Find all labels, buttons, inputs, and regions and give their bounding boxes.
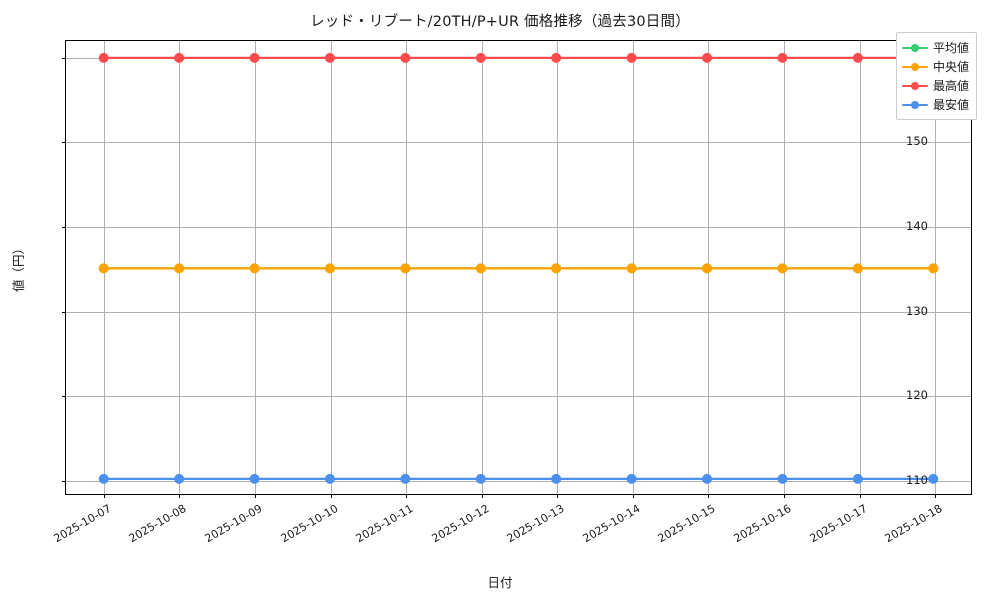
data-point-marker: [626, 263, 637, 274]
legend-item-中央値[interactable]: 中央値: [902, 57, 969, 76]
x-gridline: [481, 41, 483, 494]
x-tick-mark: [557, 494, 559, 498]
legend-swatch-icon: [902, 41, 928, 55]
y-tick-label: 150: [906, 134, 928, 149]
x-tick-label: 2025-10-16: [731, 502, 794, 546]
legend-swatch-icon: [902, 60, 928, 74]
x-tick-mark: [254, 494, 256, 498]
legend-label: 最安値: [933, 98, 970, 112]
data-point-marker: [852, 263, 863, 274]
y-tick-mark: [62, 142, 66, 144]
series-最安値: [98, 473, 939, 484]
data-point-marker: [702, 263, 713, 274]
x-tick-mark: [179, 494, 181, 498]
y-tick-mark: [62, 57, 66, 59]
y-tick-mark: [62, 227, 66, 229]
legend-label: 平均値: [933, 41, 970, 55]
x-tick-label: 2025-10-10: [278, 502, 341, 546]
x-tick-label: 2025-10-09: [202, 502, 265, 546]
x-tick-label: 2025-10-12: [429, 502, 492, 546]
x-gridline: [330, 41, 332, 494]
data-point-marker: [626, 263, 637, 274]
plot-area: [62, 40, 972, 498]
y-tick-label: 130: [906, 303, 928, 318]
y-tick-mark: [62, 311, 66, 313]
data-point-marker: [702, 473, 713, 484]
y-tick-mark: [62, 480, 66, 482]
legend-item-平均値[interactable]: 平均値: [902, 38, 969, 57]
data-point-marker: [852, 263, 863, 274]
legend-swatch-icon: [902, 98, 928, 112]
data-point-marker: [928, 473, 939, 484]
data-point-marker: [626, 473, 637, 484]
x-gridline: [708, 41, 710, 494]
data-point-marker: [702, 263, 713, 274]
y-gridline: [66, 227, 971, 229]
x-tick-mark: [406, 494, 408, 498]
y-gridline: [66, 311, 971, 313]
y-tick-mark: [62, 396, 66, 398]
x-tick-mark: [935, 494, 937, 498]
x-tick-label: 2025-10-08: [127, 502, 189, 546]
y-gridline: [66, 57, 971, 59]
data-point-marker: [551, 473, 562, 484]
chart-legend: 平均値中央値最高値最安値: [896, 32, 978, 120]
legend-item-最安値[interactable]: 最安値: [902, 95, 969, 114]
y-gridline: [66, 396, 971, 398]
series-中央値: [98, 263, 939, 274]
x-tick-label: 2025-10-07: [51, 502, 114, 546]
x-tick-mark: [708, 494, 710, 498]
x-tick-label: 2025-10-13: [504, 502, 567, 546]
x-gridline: [632, 41, 634, 494]
x-tick-mark: [330, 494, 332, 498]
x-gridline: [406, 41, 408, 494]
x-tick-mark: [784, 494, 786, 498]
x-tick-mark: [103, 494, 105, 498]
y-axis-label: 値（円）: [11, 241, 26, 293]
x-gridline: [784, 41, 786, 494]
x-tick-label: 2025-10-18: [882, 502, 945, 546]
legend-swatch-icon: [902, 79, 928, 93]
data-point-marker: [551, 263, 562, 274]
chart-title: レッド・リブート/20TH/P+UR 価格推移（過去30日間）: [310, 14, 690, 30]
x-gridline: [254, 41, 256, 494]
x-gridline: [179, 41, 181, 494]
y-tick-label: 140: [906, 219, 928, 234]
series-overlay: [98, 52, 939, 484]
legend-item-最高値[interactable]: 最高値: [902, 76, 969, 95]
x-tick-label: 2025-10-14: [580, 502, 643, 546]
data-point-marker: [777, 263, 788, 274]
data-point-marker: [551, 263, 562, 274]
x-tick-label: 2025-10-17: [807, 502, 870, 546]
data-point-marker: [928, 263, 939, 274]
data-point-marker: [852, 473, 863, 484]
legend-label: 中央値: [933, 60, 970, 74]
x-gridline: [859, 41, 861, 494]
x-gridline: [103, 41, 105, 494]
y-tick-label: 120: [906, 388, 928, 403]
data-point-marker: [777, 473, 788, 484]
x-gridline: [557, 41, 559, 494]
x-tick-mark: [859, 494, 861, 498]
data-point-marker: [777, 263, 788, 274]
x-tick-mark: [481, 494, 483, 498]
series-平均値: [98, 263, 939, 274]
y-gridline: [66, 480, 971, 482]
y-tick-label: 110: [906, 472, 928, 487]
legend-label: 最高値: [933, 79, 970, 93]
x-tick-label: 2025-10-15: [656, 502, 718, 546]
x-tick-label: 2025-10-11: [353, 502, 416, 546]
x-axis-label: 日付: [487, 575, 513, 590]
data-point-marker: [928, 263, 939, 274]
y-gridline: [66, 142, 971, 144]
x-tick-mark: [632, 494, 634, 498]
